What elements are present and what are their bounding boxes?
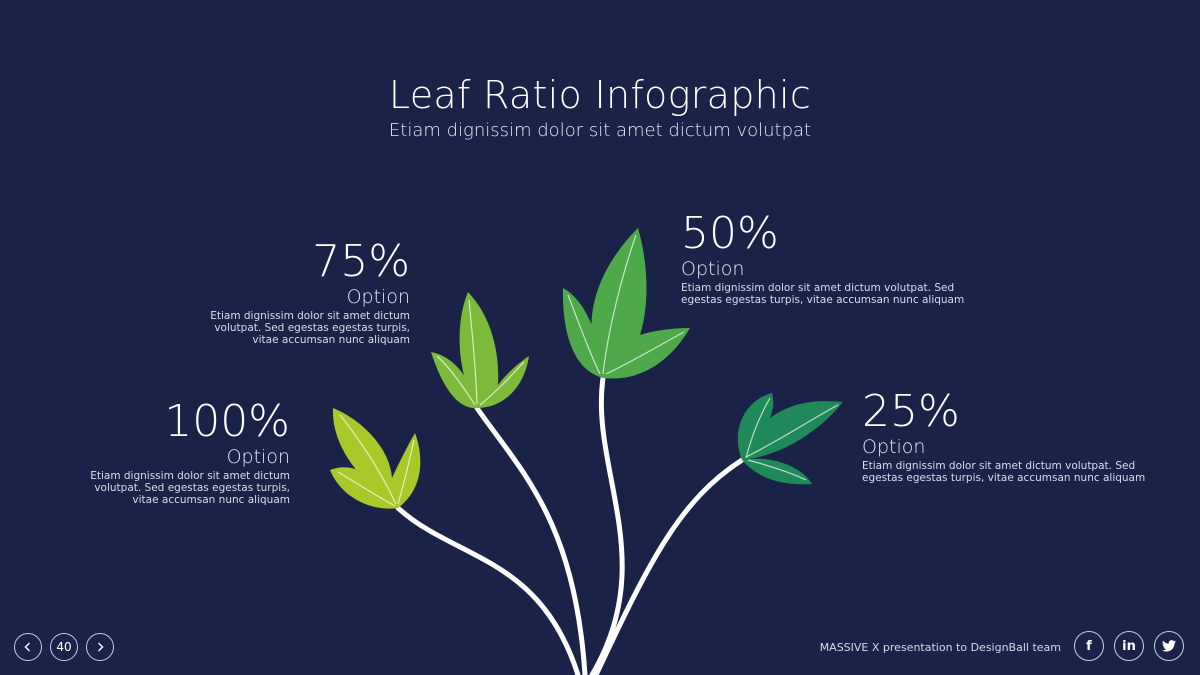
stems bbox=[395, 375, 745, 675]
item-25-label: Option bbox=[862, 436, 926, 458]
page-number: 40 bbox=[50, 633, 78, 661]
facebook-button[interactable]: f bbox=[1074, 631, 1104, 661]
item-75-label: Option bbox=[346, 286, 410, 308]
next-slide-button[interactable] bbox=[86, 633, 114, 661]
item-100-desc-line: vitae accumsan nunc aliquam bbox=[132, 494, 290, 506]
stem-100 bbox=[395, 505, 581, 675]
chevron-left-icon bbox=[24, 642, 30, 652]
item-50-percent: 50% bbox=[681, 208, 779, 259]
stem-50 bbox=[589, 375, 625, 675]
social-links: f in bbox=[1074, 631, 1184, 661]
stem-75 bbox=[474, 405, 588, 675]
item-75-desc-line: volutpat. Sed egestas egestas turpis, bbox=[214, 322, 410, 334]
item-25-desc-line: egestas egestas turpis, vitae accumsan n… bbox=[862, 472, 1146, 484]
chevron-right-icon bbox=[98, 642, 104, 652]
item-100-label: Option bbox=[226, 446, 290, 468]
item-25: 25% Option Etiam dignissim dolor sit ame… bbox=[862, 386, 1152, 485]
item-50-desc-line: Etiam dignissim dolor sit amet dictum vo… bbox=[681, 282, 955, 294]
twitter-button[interactable] bbox=[1154, 631, 1184, 661]
facebook-icon: f bbox=[1086, 638, 1092, 654]
item-25-desc-line: Etiam dignissim dolor sit amet dictum vo… bbox=[862, 460, 1136, 472]
stem-25 bbox=[593, 457, 745, 675]
item-50-label: Option bbox=[681, 258, 745, 280]
item-100-description: Etiam dignissim dolor sit amet dictum vo… bbox=[80, 470, 290, 506]
item-100-percent: 100% bbox=[164, 396, 290, 447]
item-100-desc-line: volutpat. Sed egestas egestas turpis, bbox=[94, 482, 290, 494]
linkedin-button[interactable]: in bbox=[1114, 631, 1144, 661]
twitter-icon bbox=[1162, 640, 1176, 652]
item-75-desc-line: vitae accumsan nunc aliquam bbox=[252, 334, 410, 346]
slide-header: Leaf Ratio Infographic Etiam dignissim d… bbox=[0, 72, 1200, 141]
item-75-description: Etiam dignissim dolor sit amet dictum vo… bbox=[200, 310, 410, 346]
slide-subtitle: Etiam dignissim dolor sit amet dictum vo… bbox=[388, 120, 812, 141]
item-50: 50% Option Etiam dignissim dolor sit ame… bbox=[681, 208, 971, 307]
leaf-100 bbox=[330, 408, 421, 509]
item-75-desc-line: Etiam dignissim dolor sit amet dictum bbox=[210, 310, 410, 322]
linkedin-icon: in bbox=[1122, 638, 1136, 654]
prev-slide-button[interactable] bbox=[14, 633, 42, 661]
footer-credit: MASSIVE X presentation to DesignBall tea… bbox=[819, 641, 1061, 654]
item-50-desc-line: egestas egestas turpis, vitae accumsan n… bbox=[681, 294, 965, 306]
leaf-50 bbox=[562, 228, 690, 379]
item-100-desc-line: Etiam dignissim dolor sit amet dictum bbox=[90, 470, 290, 482]
leaf-25 bbox=[737, 393, 843, 485]
item-25-percent: 25% bbox=[862, 386, 960, 437]
slide-navigation: 40 bbox=[14, 633, 114, 661]
item-75: 75% Option Etiam dignissim dolor sit ame… bbox=[200, 236, 410, 347]
leaf-75 bbox=[431, 292, 529, 409]
item-25-description: Etiam dignissim dolor sit amet dictum vo… bbox=[862, 460, 1152, 484]
item-50-description: Etiam dignissim dolor sit amet dictum vo… bbox=[681, 282, 971, 306]
slide-title: Leaf Ratio Infographic bbox=[388, 73, 812, 117]
item-75-percent: 75% bbox=[312, 236, 410, 287]
item-100: 100% Option Etiam dignissim dolor sit am… bbox=[80, 396, 290, 507]
